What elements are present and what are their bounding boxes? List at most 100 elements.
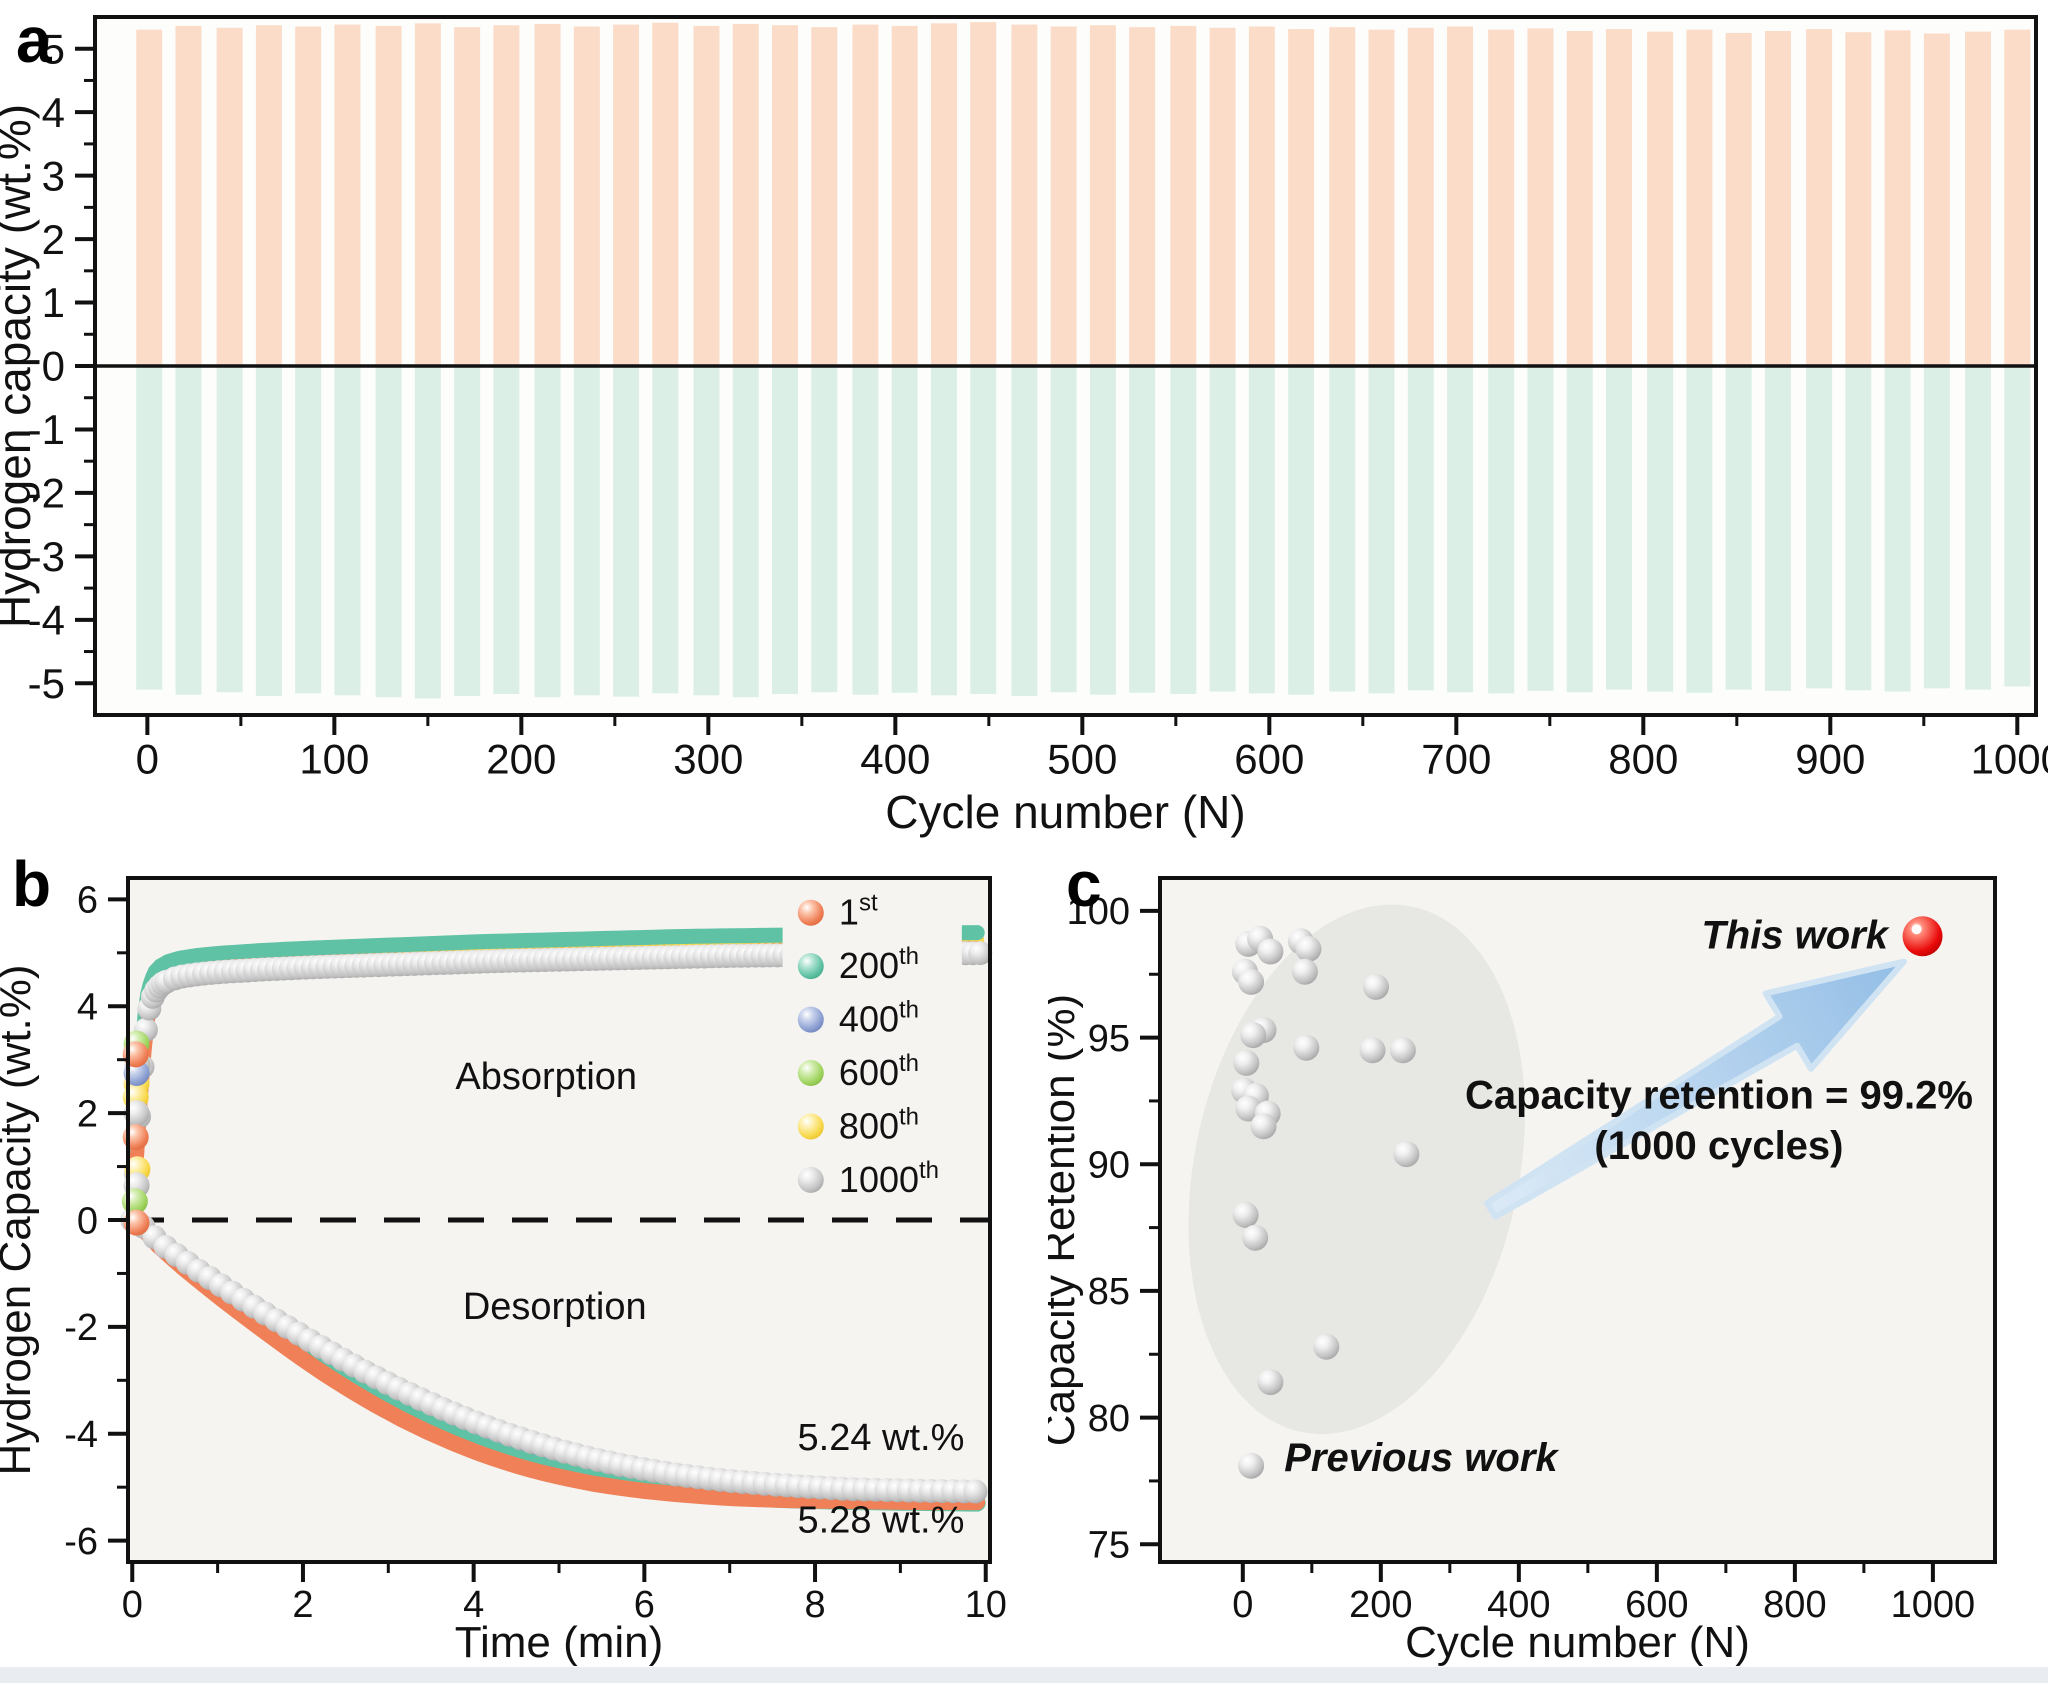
bar-absorption — [1248, 26, 1275, 366]
bar-absorption — [1566, 30, 1593, 367]
bar-absorption — [454, 27, 481, 366]
bar-desorption — [334, 366, 361, 696]
bar-desorption — [1288, 366, 1315, 695]
panel-a-bar-chart: 0 100 200 300 400 500 600 700 800 900 1000 5 4 3 2 1 0 -1… — [0, 15, 2048, 838]
legend-marker-s800 — [797, 1113, 824, 1140]
y-tick-label: 0 — [77, 1200, 98, 1242]
legend-item-s400: 400th — [797, 997, 919, 1040]
bar-absorption — [613, 24, 640, 367]
plot-border — [1158, 876, 1997, 1564]
axis-ticks: 0 100 200 300 400 500 600 700 800 900 1000 5 4 3 2 1 0 -1… — [28, 25, 2048, 782]
bar-absorption — [1368, 29, 1395, 366]
bar-desorption — [1806, 366, 1833, 689]
x-tick-label: 300 — [673, 736, 743, 783]
previous-work-point — [1313, 1333, 1340, 1360]
previous-work-point — [1295, 935, 1322, 962]
bar-desorption — [1011, 366, 1038, 696]
y-tick-label: 4 — [77, 987, 98, 1029]
y-tick-label: -3 — [28, 533, 65, 580]
capacity-value-label-1: 5.28 wt.% — [798, 1500, 965, 1542]
x-axis-title: Cycle number (N) — [885, 786, 1245, 838]
bar-desorption — [1329, 366, 1356, 692]
bar-absorption — [2004, 29, 2031, 366]
y-tick-label: -6 — [64, 1521, 98, 1563]
bar-absorption — [652, 22, 679, 367]
previous-work-point — [1291, 958, 1318, 985]
sphere-highlight — [1911, 924, 1922, 935]
x-tick-label: 6 — [634, 1584, 655, 1626]
y-tick-label: 2 — [77, 1093, 98, 1135]
bar-desorption — [1368, 366, 1395, 694]
bar-absorption — [1806, 29, 1833, 366]
bar-absorption — [1527, 28, 1554, 367]
bar-desorption — [454, 366, 481, 696]
legend-item-s600: 600th — [797, 1050, 919, 1093]
y-tick-label: 100 — [1067, 891, 1130, 933]
this-work-label: This work — [1701, 913, 1889, 957]
bar-desorption — [1488, 366, 1515, 694]
y-tick-label: -4 — [64, 1414, 98, 1456]
bar-desorption — [1764, 366, 1791, 691]
bar-absorption — [1407, 27, 1434, 367]
x-axis-title: Time (min) — [455, 1618, 664, 1667]
bar-absorption — [295, 26, 322, 366]
previous-work-point — [1238, 968, 1265, 995]
bar-desorption — [1566, 366, 1593, 693]
previous-work-point — [1257, 1369, 1284, 1396]
legend-label-s1: 1st — [839, 890, 878, 933]
x-tick-label: 4 — [463, 1584, 484, 1626]
x-tick-label: 800 — [1608, 736, 1678, 783]
bar-absorption — [136, 29, 163, 366]
legend-marker-s600 — [797, 1060, 824, 1087]
y-tick-label: 75 — [1088, 1525, 1130, 1567]
bar-absorption — [1686, 29, 1713, 366]
bar-absorption — [216, 27, 243, 367]
y-tick-label: 85 — [1088, 1271, 1130, 1313]
bar-absorption — [1170, 25, 1197, 366]
y-tick-label: -5 — [28, 660, 65, 707]
bar-absorption — [732, 23, 759, 366]
bar-absorption — [1923, 33, 1950, 367]
bar-absorption — [1884, 30, 1911, 367]
legend-marker-s1000 — [797, 1166, 824, 1193]
bar-absorption — [1488, 29, 1515, 366]
bar-absorption — [1089, 25, 1116, 367]
y-tick-label: 5 — [42, 25, 65, 72]
y-tick-label: 4 — [42, 89, 65, 136]
bar-desorption — [414, 366, 441, 699]
bar-absorption — [1447, 26, 1474, 366]
bar-desorption — [1527, 366, 1554, 691]
y-tick-label: 1 — [42, 279, 65, 326]
x-tick-label: 400 — [860, 736, 930, 783]
panel-label-c: c — [1066, 848, 1102, 920]
bar-desorption — [693, 366, 720, 696]
bar-desorption — [534, 366, 561, 698]
y-axis-title: Hydrogen capacity (wt.%) — [0, 104, 40, 628]
previous-work-point — [1389, 1037, 1416, 1064]
bar-absorption — [1647, 31, 1674, 367]
bar-desorption — [1248, 366, 1275, 694]
y-tick-label: 80 — [1088, 1398, 1130, 1440]
x-tick-label: 10 — [965, 1584, 1007, 1626]
x-tick-label: 200 — [486, 736, 556, 783]
bar-absorption — [930, 23, 957, 366]
bar-absorption — [414, 23, 441, 366]
bar-absorption — [970, 22, 997, 367]
bar-absorption — [1965, 31, 1992, 367]
legend-marker-s200 — [797, 953, 824, 980]
x-tick-label: 1000 — [1891, 1584, 1976, 1626]
region-label-desorption: Desorption — [463, 1286, 647, 1328]
x-axis-title: Cycle number (N) — [1405, 1618, 1750, 1667]
capacity-value-label-0: 5.24 wt.% — [798, 1417, 965, 1459]
y-tick-label: -4 — [28, 597, 65, 644]
bar-absorption — [1764, 30, 1791, 367]
legend-label-s800: 800th — [839, 1103, 919, 1146]
bar-desorption — [255, 366, 282, 696]
region-label-absorption: Absorption — [455, 1056, 637, 1098]
y-axis-title: Hydrogen Capacity (wt.%) — [0, 964, 40, 1475]
bar-desorption — [930, 366, 957, 696]
previous-work-point — [1242, 1224, 1269, 1251]
bar-desorption — [970, 366, 997, 695]
previous-work-point — [1393, 1141, 1420, 1168]
